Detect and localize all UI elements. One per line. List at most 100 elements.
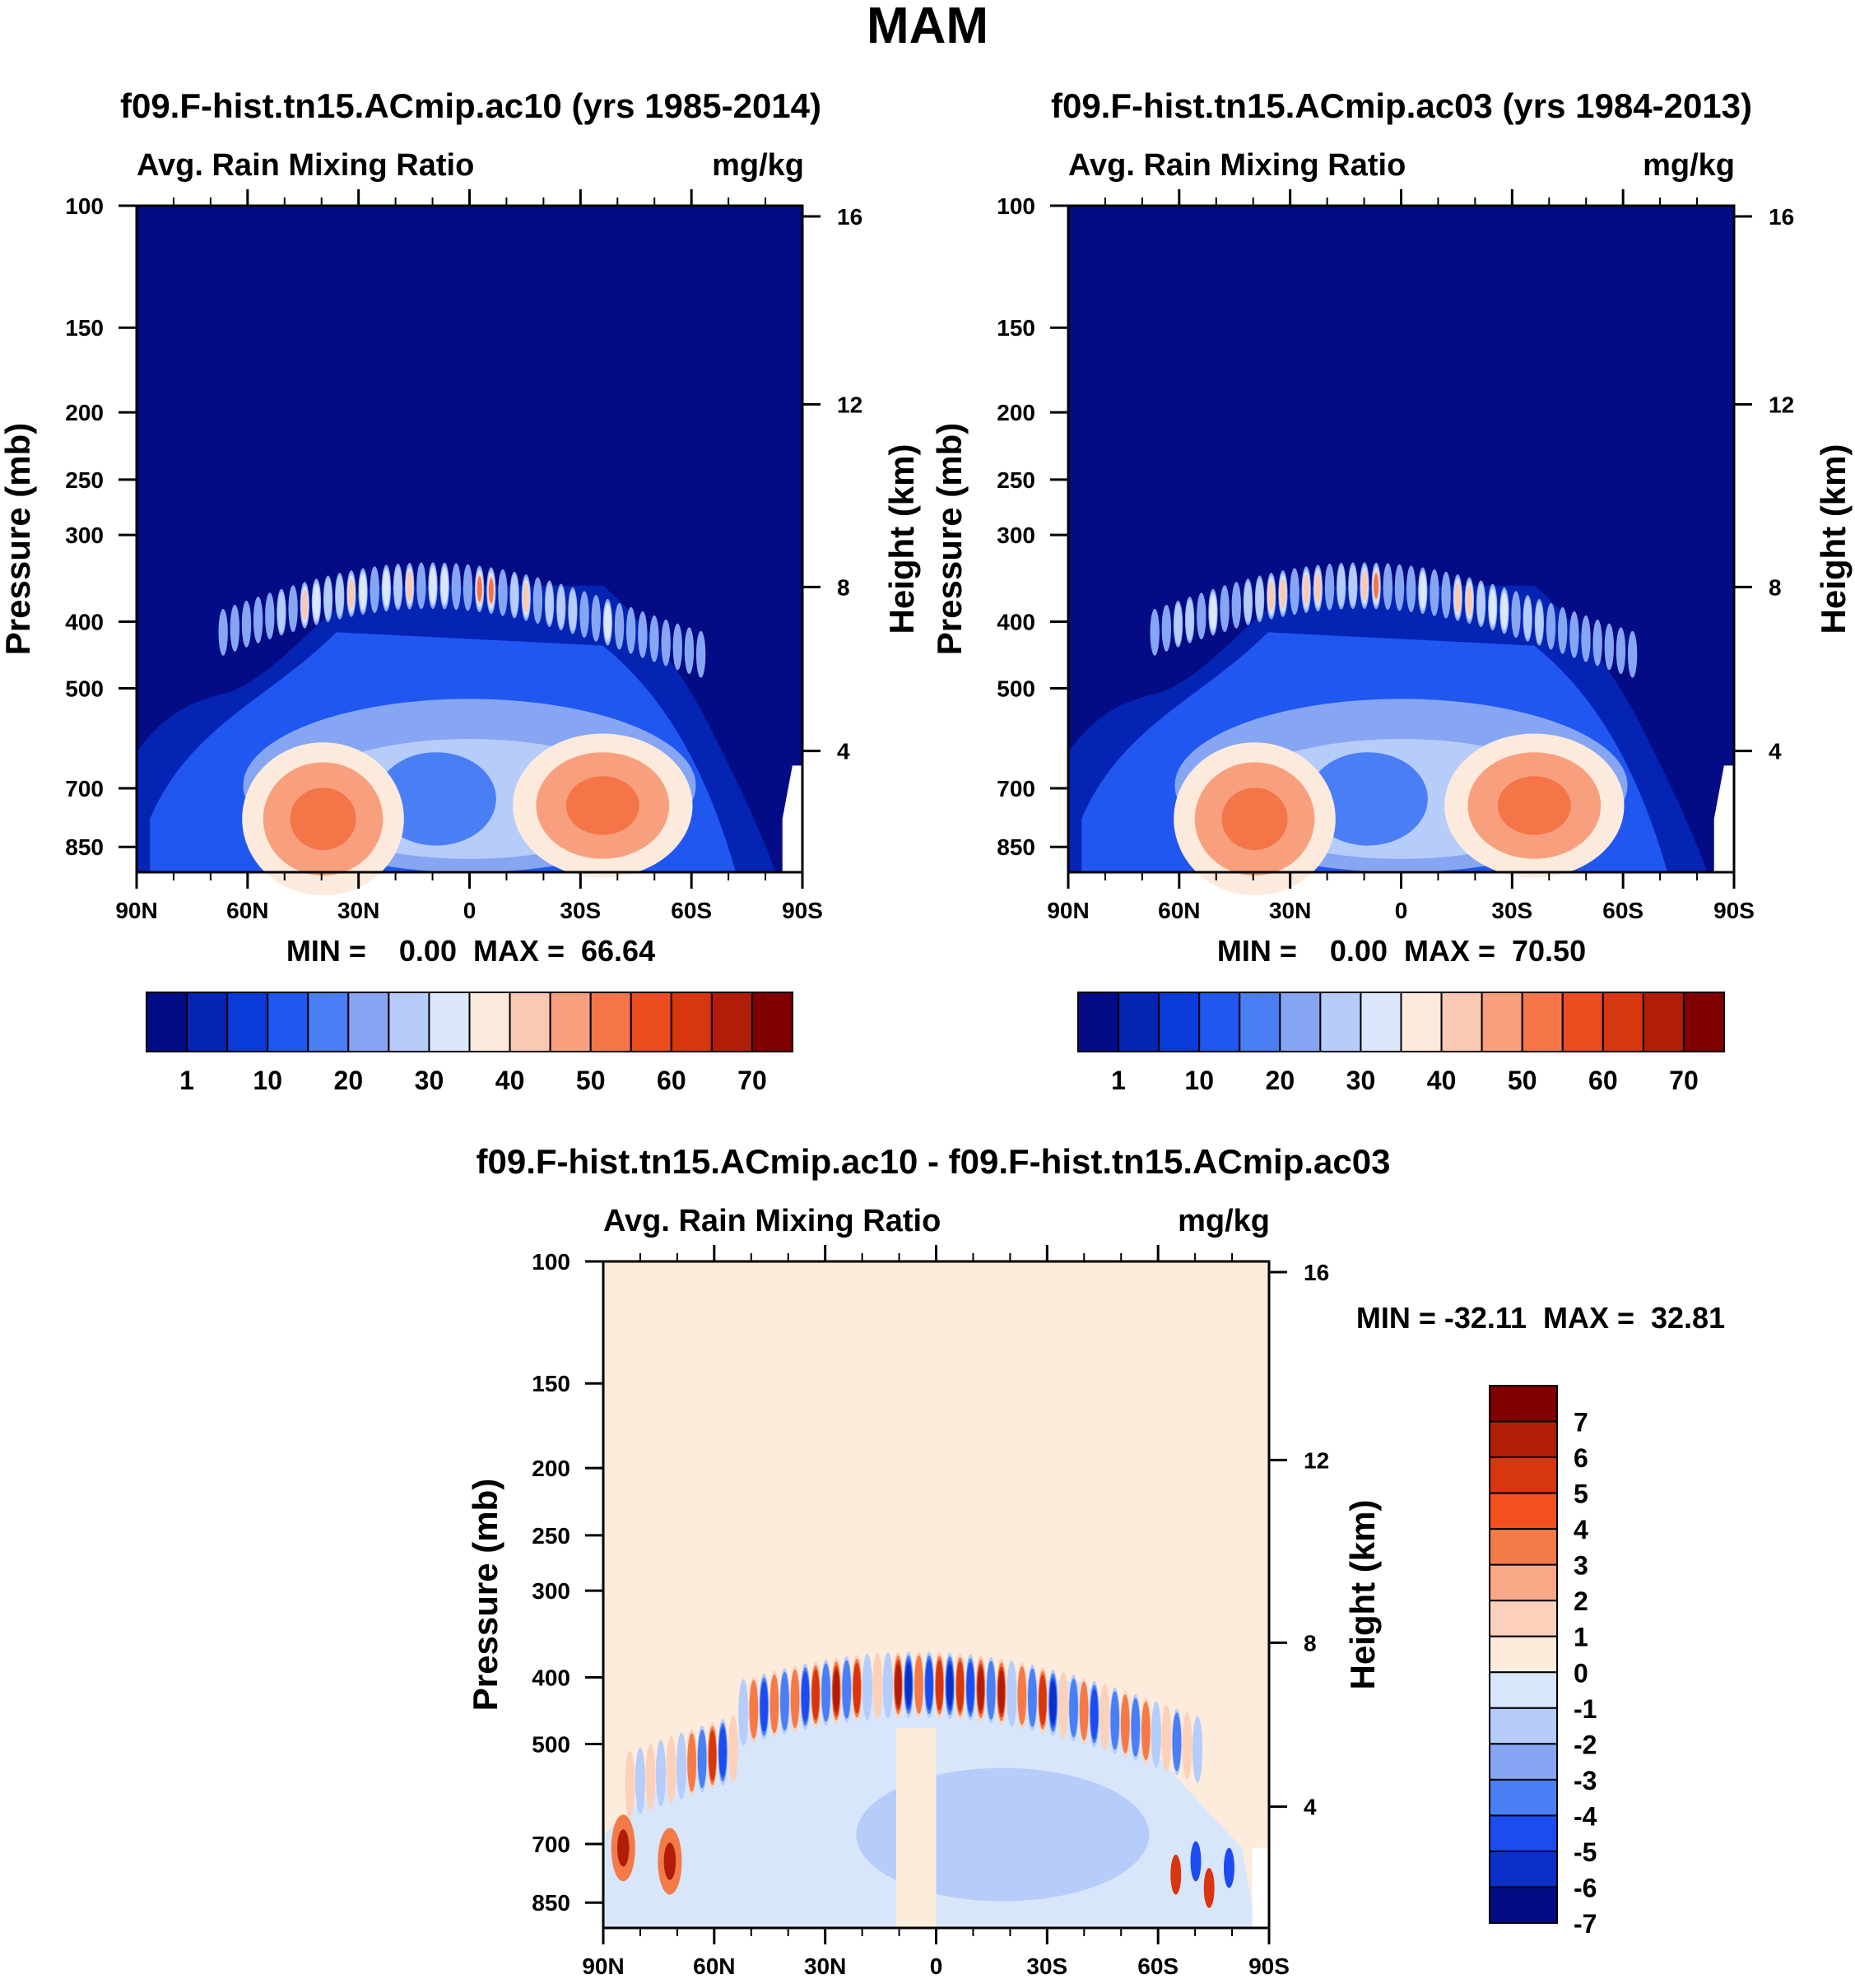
colorbar-swatch: [509, 992, 551, 1052]
panel-difference: f09.F-hist.tn15.ACmip.ac10 - f09.F-hist.…: [466, 1142, 1725, 1979]
field-streak: [1604, 623, 1614, 671]
x-tick-label: 90S: [1713, 898, 1755, 923]
colorbar-label: 10: [1184, 1066, 1214, 1095]
x-axis-ticks: 90N 60N 30N 0 30S 60S 90S: [115, 189, 823, 923]
field-streak: [1192, 1716, 1203, 1783]
field-streak: [676, 1732, 687, 1800]
y-tick-label: 250: [997, 467, 1035, 493]
field-streak: [1383, 563, 1392, 611]
field-streak: [277, 591, 286, 634]
x-tick-label: 30N: [1269, 898, 1311, 923]
field-streak: [738, 1679, 749, 1746]
colorbar-label: 0: [1574, 1658, 1588, 1688]
y-tick-label: 500: [65, 676, 104, 701]
x-axis-ticks: 90N 60N 30N 0 30S 60S 90S: [1047, 189, 1755, 923]
field-streak: [1546, 602, 1556, 650]
panel-subtitle-left: Avg. Rain Mixing Ratio: [1068, 148, 1406, 183]
min-max-stats: MIN = 0.00 MAX = 66.64: [286, 934, 655, 968]
x-tick-label: 30S: [1491, 898, 1532, 923]
plot-field: [1067, 204, 1736, 896]
field-streak: [905, 1663, 912, 1707]
field-streak: [1581, 615, 1591, 662]
x-axis-ticks: 90N 60N 30N 0 30S 60S 90S: [582, 1245, 1290, 1979]
y-tick-label: 100: [65, 193, 104, 219]
y-tick-label: 250: [65, 467, 104, 493]
field-streak: [1592, 619, 1602, 667]
colorbar-swatch: [1489, 1671, 1558, 1709]
y-tick-label: 400: [997, 609, 1035, 634]
field-streak: [1110, 1691, 1120, 1750]
field-streak: [687, 1733, 696, 1792]
colorbar-label: 20: [334, 1066, 364, 1095]
colorbar-label: 20: [1266, 1066, 1295, 1095]
field-streak: [666, 1736, 676, 1804]
field-streak: [709, 1730, 717, 1781]
colorbar-label: 30: [1346, 1066, 1376, 1095]
min-max-stats: MIN = 0.00 MAX = 70.50: [1217, 934, 1586, 968]
panel-subtitle-left: Avg. Rain Mixing Ratio: [137, 148, 474, 183]
y-tick-label: 150: [997, 315, 1035, 341]
field-streak: [1406, 565, 1416, 613]
field-streak: [649, 615, 659, 662]
colorbar-label: 1: [1574, 1623, 1588, 1652]
field-streak: [833, 1670, 840, 1712]
field-streak: [416, 562, 426, 610]
missing-data: [1252, 1847, 1269, 1928]
colorbar-label: 1: [1111, 1066, 1126, 1095]
field-streak: [1039, 1674, 1047, 1726]
colorbar-label: 3: [1574, 1551, 1588, 1581]
field-streak: [393, 566, 402, 608]
field-streak: [1324, 563, 1335, 611]
field-streak: [440, 568, 449, 604]
colorbar-label: 70: [737, 1066, 767, 1095]
field-streak: [1120, 1694, 1130, 1753]
field-streak: [977, 1667, 984, 1711]
colorbar-label: 60: [657, 1066, 686, 1095]
x-tick-label: 60S: [1602, 898, 1643, 923]
y-axis-ticks: 100 150 200 250 300 400 500 700 850: [65, 193, 137, 860]
field-streak: [1150, 609, 1160, 656]
field-streak: [1500, 592, 1509, 629]
field-streak: [895, 1663, 902, 1707]
y-right-tick-label: 8: [1769, 574, 1782, 600]
colorbar-swatch: [186, 992, 229, 1052]
colorbar-label: -1: [1574, 1694, 1597, 1724]
field-streak: [1100, 1684, 1110, 1751]
colorbar-swatch: [1489, 1492, 1558, 1530]
y-tick-label: 200: [65, 400, 104, 425]
field-streak: [697, 1729, 707, 1789]
y-tick-label: 100: [532, 1249, 570, 1275]
field-streak: [1466, 585, 1473, 616]
field-streak: [241, 601, 252, 648]
field-streak: [614, 602, 625, 650]
field-streak: [655, 1740, 667, 1807]
field-streak: [1069, 1679, 1078, 1738]
colorbar-swatch: [347, 992, 390, 1052]
colorbar: 1 10 20 30 40 50 60 70: [146, 992, 793, 1095]
field-contour: [1308, 752, 1428, 846]
field-streak: [313, 583, 320, 620]
colorbar-label: 1: [179, 1066, 194, 1095]
field-contour: [895, 1728, 937, 1928]
field-streak: [635, 1747, 645, 1814]
colorbar-swatch: [1489, 1563, 1558, 1602]
field-streak: [1185, 599, 1194, 641]
colorbar: 1 10 20 30 40 50 60 70: [1077, 992, 1725, 1095]
x-tick-label: 60N: [693, 1953, 735, 1979]
panel-title: f09.F-hist.tn15.ACmip.ac03 (yrs 1984-201…: [1051, 86, 1752, 125]
colorbar-swatch: [670, 992, 713, 1052]
field-streak: [1197, 592, 1206, 640]
y-tick-label: 150: [65, 315, 104, 341]
field-streak: [488, 578, 494, 604]
colorbar-swatch: [1239, 992, 1281, 1052]
field-streak: [1090, 1688, 1099, 1740]
field-streak: [335, 575, 344, 617]
panel-ac10: f09.F-hist.tn15.ACmip.ac10 (yrs 1985-201…: [0, 86, 921, 1095]
field-streak: [1223, 1847, 1234, 1888]
field-streak: [760, 1681, 768, 1732]
y-tick-label: 700: [65, 776, 104, 801]
panel-title: f09.F-hist.tn15.ACmip.ac10 (yrs 1985-201…: [120, 86, 821, 125]
field-streak: [1028, 1668, 1037, 1727]
field-streak: [1079, 1681, 1089, 1740]
y-right-tick-label: 12: [837, 392, 862, 417]
